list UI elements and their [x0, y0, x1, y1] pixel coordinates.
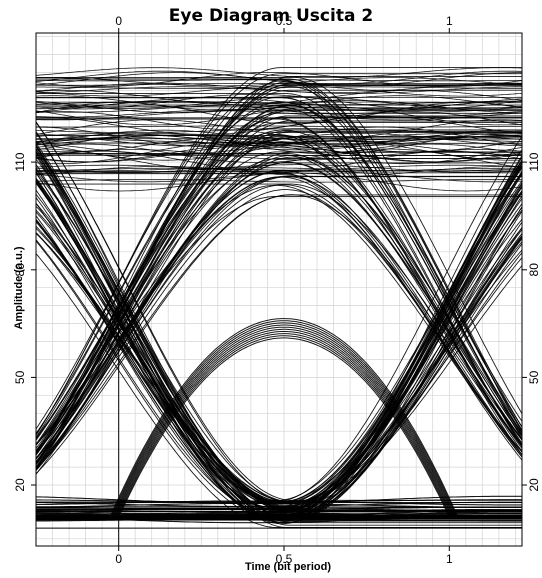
- trace-transition: [36, 171, 523, 452]
- y-tick-label-left: 80: [13, 263, 27, 277]
- y-tick-label-right: 50: [527, 370, 541, 384]
- x-tick-label-bottom: 0.5: [276, 552, 293, 566]
- eye-upper-boundary: [36, 318, 522, 518]
- trace-high: [36, 101, 522, 104]
- trace-transition: [35, 182, 523, 504]
- y-tick-label-left: 110: [13, 152, 27, 171]
- trace-transition: [36, 117, 523, 452]
- trace-high: [35, 100, 523, 114]
- trace-transition: [36, 104, 523, 422]
- axis-layer: 0 0 0.5 0.5 1 1 20 20 50 50 80 80 110 110: [13, 14, 541, 566]
- trace-transition: [35, 156, 523, 470]
- trace-transition: [35, 101, 523, 453]
- eye-upper-boundary: [36, 326, 522, 518]
- trace-high: [35, 93, 523, 110]
- trace-transition: [35, 132, 523, 511]
- trace-high: [36, 125, 523, 128]
- x-tick-label-bottom: 0: [115, 552, 122, 566]
- x-tick-label-top: 0.5: [276, 14, 293, 28]
- trace-transition: [35, 195, 522, 446]
- eye-upper-boundary: [36, 331, 522, 518]
- trace-high: [35, 140, 523, 161]
- eye-upper-boundary: [36, 324, 522, 518]
- trace-transition: [35, 175, 522, 453]
- eye-upper-boundary: [36, 320, 522, 518]
- trace-high: [35, 116, 523, 135]
- trace-transition: [36, 138, 523, 449]
- eye-upper-boundary: [36, 322, 522, 518]
- trace-transition: [35, 155, 522, 471]
- trace-transition: [36, 238, 523, 521]
- trace-transition: [35, 83, 522, 464]
- trace-transition: [35, 80, 523, 456]
- plot-frame: [35, 32, 523, 547]
- trace-layer: [35, 67, 523, 529]
- eye-upper-boundary: [36, 328, 522, 518]
- trace-transition: [36, 93, 523, 428]
- y-axis-title: Amplitude (a.u.): [13, 246, 25, 329]
- x-tick-label-bottom: 1: [446, 552, 453, 566]
- trace-transition: [36, 76, 523, 414]
- x-tick-label-top: 1: [446, 14, 453, 28]
- trace-high: [36, 179, 522, 183]
- y-tick-label-right: 110: [527, 152, 541, 171]
- trace-high: [35, 72, 523, 87]
- trace-transition: [35, 189, 523, 471]
- trace-transition: [35, 211, 523, 507]
- trace-transition: [35, 131, 522, 526]
- x-axis-title: Time (bit period): [245, 561, 331, 573]
- trace-transition: [36, 173, 523, 458]
- trace-transition: [35, 107, 522, 438]
- trace-transition: [35, 142, 522, 456]
- trace-high: [35, 143, 523, 163]
- trace-transition: [35, 151, 522, 456]
- trace-high: [36, 104, 523, 113]
- trace-transition: [35, 130, 522, 475]
- trace-transition: [35, 144, 522, 508]
- trace-transition: [35, 159, 523, 503]
- trace-transition: [35, 155, 522, 511]
- trace-high: [35, 119, 523, 139]
- trace-transition: [36, 97, 523, 436]
- trace-high: [35, 133, 523, 149]
- trace-transition: [35, 170, 522, 459]
- trace-high: [35, 67, 522, 78]
- y-tick-label-left: 20: [13, 478, 27, 492]
- chart-title: Eye Diagram Uscita 2: [168, 6, 374, 26]
- trace-transition: [36, 78, 523, 434]
- y-tick-label-left: 50: [13, 370, 27, 384]
- trace-high: [35, 89, 523, 105]
- y-tick-label-right: 80: [527, 263, 541, 277]
- y-tick-label-right: 20: [527, 478, 541, 492]
- trace-transition: [35, 136, 522, 446]
- trace-high: [35, 143, 523, 163]
- x-tick-label-top: 0: [115, 14, 122, 28]
- trace-high: [35, 164, 523, 173]
